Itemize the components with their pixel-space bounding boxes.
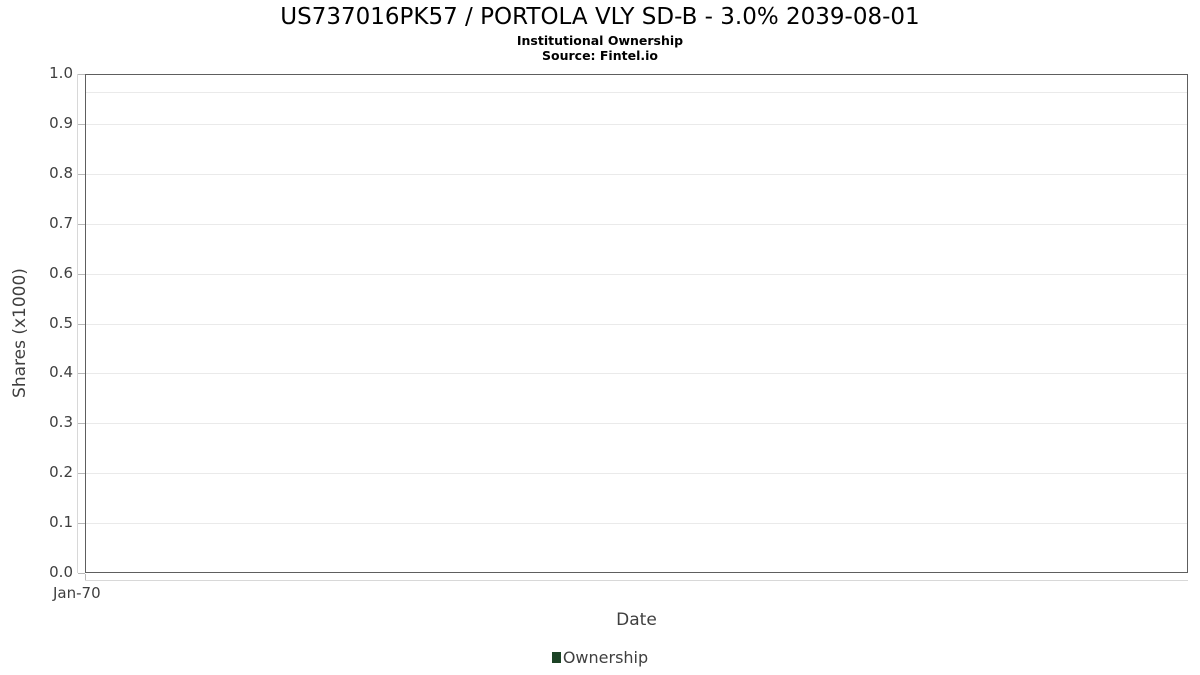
gridline [86, 373, 1187, 375]
legend-entry[interactable]: Ownership [551, 648, 649, 667]
chart-title: US737016PK57 / PORTOLA VLY SD-B - 3.0% 2… [280, 4, 920, 30]
y-axis-tick-label: 0.7 [49, 214, 73, 232]
y-axis-tick-label: 0.2 [49, 463, 73, 481]
x-axis-title: Date [616, 610, 657, 630]
y-axis-tick [78, 523, 85, 524]
gridline [86, 273, 1187, 275]
y-axis-tick-rail [77, 74, 78, 573]
plot-area [85, 74, 1188, 573]
legend-swatch-icon [551, 652, 561, 663]
y-axis-tick [78, 423, 85, 424]
x-axis-tick [85, 574, 86, 580]
y-axis-tick [78, 124, 85, 125]
chart-source-caption: Source: Fintel.io [542, 48, 658, 63]
x-axis-tick-rail [85, 580, 1188, 581]
y-axis-tick [78, 174, 85, 175]
y-axis-tick [78, 224, 85, 225]
y-axis-tick-label: 0.0 [49, 563, 73, 581]
chart-subtitle: Institutional Ownership [516, 33, 684, 48]
y-axis-tick-label: 0.6 [49, 264, 73, 282]
legend-label: Ownership [562, 648, 649, 667]
gridline [86, 123, 1187, 125]
y-axis-tick-label: 1.0 [49, 64, 73, 82]
y-axis-tick [78, 274, 85, 275]
y-axis-tick [78, 473, 85, 474]
y-axis-title: Shares (x1000) [10, 268, 30, 398]
gridline [86, 423, 1187, 425]
gridline [86, 173, 1187, 175]
gridline [86, 92, 1187, 93]
title-block: US737016PK57 / PORTOLA VLY SD-B - 3.0% 2… [0, 0, 1200, 63]
gridline [86, 323, 1187, 325]
chart-legend: Ownership [0, 648, 1200, 667]
y-axis-tick [78, 373, 85, 374]
y-axis-tick [78, 74, 85, 75]
gridline [86, 223, 1187, 225]
y-axis-tick-label: 0.4 [49, 363, 73, 381]
y-axis-tick-label: 0.5 [49, 314, 73, 332]
y-axis-tick [78, 573, 85, 574]
y-axis-tick-label: 0.8 [49, 164, 73, 182]
x-axis-tick-label: Jan-70 [53, 584, 101, 602]
gridline [86, 473, 1187, 475]
y-axis-tick-label: 0.9 [49, 114, 73, 132]
y-axis-tick-label: 0.3 [49, 413, 73, 431]
y-axis-tick-label: 0.1 [49, 513, 73, 531]
y-axis-tick [78, 324, 85, 325]
gridline [86, 523, 1187, 525]
